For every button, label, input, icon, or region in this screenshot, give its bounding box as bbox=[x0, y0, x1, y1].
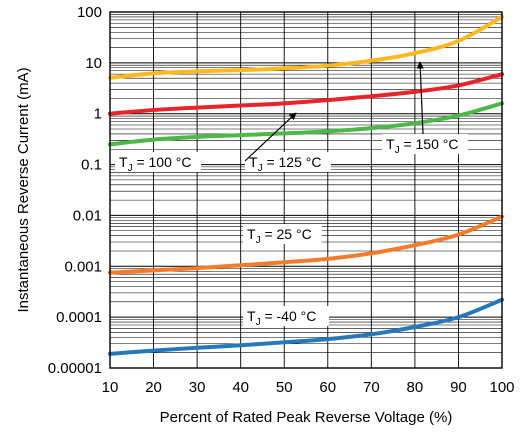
series-annotation-1: TJ = 100 °C bbox=[115, 152, 201, 174]
y-tick-label: 0.001 bbox=[64, 258, 102, 275]
annotation-bg bbox=[243, 306, 329, 326]
x-tick-label: 30 bbox=[189, 379, 206, 396]
series-line-4 bbox=[108, 214, 504, 275]
y-axis-label: Instantaneous Reverse Current (mA) bbox=[15, 67, 32, 312]
y-tick-label: 0.00001 bbox=[48, 360, 102, 377]
series-lines bbox=[108, 14, 504, 356]
annotation-arrow bbox=[416, 61, 424, 135]
annotation-label: TJ = 100 °C bbox=[119, 154, 191, 174]
x-tick-label: 70 bbox=[363, 379, 380, 396]
annotation-label: TJ = 125 °C bbox=[249, 154, 321, 174]
series-annotation-3: TJ = 150 °C bbox=[382, 61, 468, 156]
series-annotation-5: TJ = -40 °C bbox=[243, 306, 329, 328]
y-tick-label: 0.1 bbox=[81, 157, 102, 174]
annotations: TJ = 100 °C TJ = 125 °C TJ = 150 °C TJ = 25… bbox=[115, 61, 468, 328]
x-tick-label: 50 bbox=[276, 379, 293, 396]
x-tick-label: 90 bbox=[450, 379, 467, 396]
x-tick-label: 100 bbox=[489, 379, 514, 396]
y-tick-label: 1 bbox=[94, 106, 102, 123]
y-tick-label: 0.0001 bbox=[56, 309, 102, 326]
series-annotation-4: TJ = 25 °C bbox=[243, 224, 322, 246]
annotation-bg bbox=[245, 152, 331, 172]
x-tick-label: 80 bbox=[407, 379, 424, 396]
y-tick-label: 10 bbox=[85, 55, 102, 72]
x-axis-label: Percent of Rated Peak Reverse Voltage (%… bbox=[160, 409, 453, 426]
series-line-3 bbox=[108, 101, 504, 147]
annotation-bg bbox=[243, 224, 322, 244]
y-tick-label: 100 bbox=[77, 4, 102, 21]
annotation-bg bbox=[382, 134, 468, 154]
annotation-label: TJ = 25 °C bbox=[247, 226, 312, 246]
x-tick-label: 60 bbox=[319, 379, 336, 396]
series-annotation-2: TJ = 125 °C bbox=[244, 112, 331, 174]
annotation-label: TJ = 150 °C bbox=[386, 136, 458, 156]
x-tick-label: 40 bbox=[232, 379, 249, 396]
annotation-label: TJ = -40 °C bbox=[247, 308, 316, 328]
y-tick-label: 0.01 bbox=[73, 207, 102, 224]
series-line-1 bbox=[108, 14, 504, 80]
annotation-arrow bbox=[244, 112, 297, 162]
series-line-5 bbox=[108, 297, 504, 356]
series-line-2 bbox=[108, 72, 504, 116]
annotation-bg bbox=[115, 152, 201, 172]
x-tick-label: 10 bbox=[102, 379, 119, 396]
tick-labels: 10 20 30 40 50 60 70 80 90 100 0.00001 0.0001 0.001 0… bbox=[48, 4, 515, 396]
x-tick-label: 20 bbox=[145, 379, 162, 396]
plot-frame bbox=[109, 11, 503, 369]
